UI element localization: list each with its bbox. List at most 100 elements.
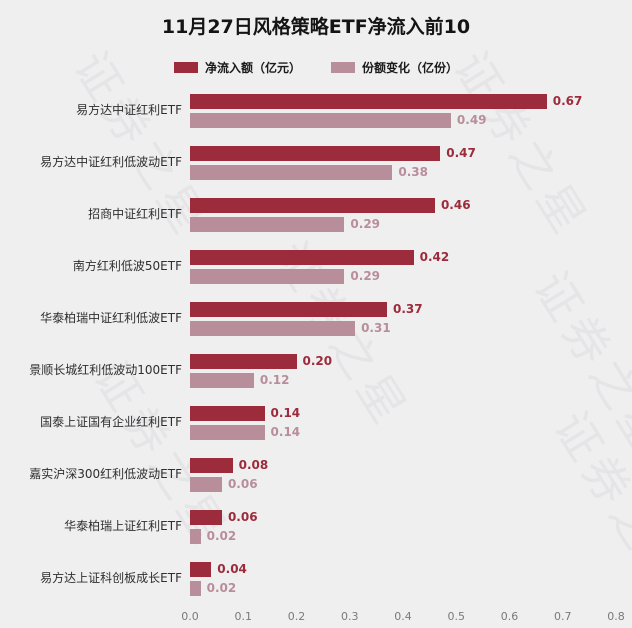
value-label: 0.06 [227, 477, 258, 491]
category-label: 景顺长城红利低波动100ETF [29, 362, 182, 377]
share-change-bar[interactable] [190, 424, 265, 440]
chart-row: 国泰上证国有企业红利ETF 0.14 0.14 [0, 402, 616, 443]
chart-row: 易方达中证红利低波动ETF 0.47 0.38 [0, 142, 616, 183]
value-label: 0.04 [217, 562, 247, 576]
value-label: 0.38 [398, 165, 428, 179]
x-axis-tick-label: 0.0 [181, 610, 199, 623]
bar-group: 0.06 0.02 [190, 506, 616, 547]
value-label: 0.47 [446, 146, 476, 160]
chart-row: 华泰柏瑞上证红利ETF 0.06 0.02 [0, 506, 616, 547]
share-change-bar[interactable] [190, 476, 222, 492]
x-axis-tick-label: 0.5 [447, 610, 466, 623]
net-inflow-bar[interactable] [190, 405, 265, 421]
value-label: 0.14 [270, 425, 301, 439]
bar-line: 0.31 [190, 320, 616, 336]
net-inflow-bar[interactable] [190, 353, 297, 369]
bar-line: 0.14 [190, 405, 616, 421]
share-change-bar[interactable] [190, 216, 345, 232]
chart-row: 嘉实沪深300红利低波动ETF 0.08 0.06 [0, 454, 616, 495]
chart-page: { "title": "11月27日风格策略ETF净流入前10", "water… [0, 16, 632, 623]
x-axis: 0.0 0.1 0.2 0.3 0.4 0.5 0.6 0.7 0.8 [181, 610, 625, 628]
net-inflow-bar[interactable] [190, 457, 233, 473]
net-inflow-bar[interactable] [190, 197, 435, 213]
bar-group: 0.46 0.29 [190, 194, 616, 235]
chart-row: 景顺长城红利低波动100ETF 0.20 0.12 [0, 350, 616, 391]
bar-group: 0.42 0.29 [190, 246, 616, 287]
share-change-bar[interactable] [190, 320, 356, 336]
net-inflow-bar[interactable] [190, 145, 441, 161]
value-label: 0.29 [350, 217, 381, 231]
legend-item[interactable]: 净流入额（亿元） [173, 59, 301, 76]
value-label: 0.46 [440, 198, 471, 212]
bar-line: 0.02 [190, 528, 616, 544]
net-inflow-bar[interactable] [190, 509, 222, 525]
legend-label: 净流入额（亿元） [204, 61, 301, 75]
value-label: 0.37 [393, 302, 423, 316]
share-change-bar[interactable] [190, 580, 201, 596]
bar-chart: 易方达中证红利ETF 0.67 0.49 易方达中证红利低波动ETF 0.47 0.38 招… [0, 90, 632, 599]
bar-group: 0.47 0.38 [190, 142, 616, 183]
x-axis-tick-label: 0.8 [607, 610, 625, 623]
bar-line: 0.29 [190, 268, 616, 284]
bar-line: 0.08 [190, 457, 616, 473]
bar-line: 0.04 [190, 561, 616, 577]
value-label: 0.20 [302, 354, 333, 368]
category-label: 易方达中证红利ETF [76, 102, 182, 117]
x-axis-tick-label: 0.3 [341, 610, 359, 623]
x-axis-tick-label: 0.1 [234, 610, 253, 623]
chart-row: 易方达上证科创板成长ETF 0.04 0.02 [0, 558, 616, 599]
chart-row: 易方达中证红利ETF 0.67 0.49 [0, 90, 616, 131]
value-label: 0.67 [552, 94, 583, 108]
share-change-bar[interactable] [190, 372, 254, 388]
bar-line: 0.29 [190, 216, 616, 232]
category-label: 易方达上证科创板成长ETF [40, 570, 182, 585]
value-label: 0.06 [227, 510, 258, 524]
share-change-bar[interactable] [190, 164, 393, 180]
category-label: 国泰上证国有企业红利ETF [40, 414, 182, 429]
value-label: 0.31 [361, 321, 391, 335]
bar-group: 0.37 0.31 [190, 298, 616, 339]
value-label: 0.02 [206, 529, 237, 543]
share-change-bar[interactable] [190, 112, 451, 128]
category-label: 招商中证红利ETF [88, 206, 182, 221]
net-inflow-bar[interactable] [190, 249, 414, 265]
bar-group: 0.67 0.49 [190, 90, 616, 131]
value-label: 0.29 [350, 269, 381, 283]
bar-line: 0.20 [190, 353, 616, 369]
bar-group: 0.14 0.14 [190, 402, 616, 443]
x-axis-tick-label: 0.7 [554, 610, 572, 623]
chart-row: 招商中证红利ETF 0.46 0.29 [0, 194, 616, 235]
bar-group: 0.08 0.06 [190, 454, 616, 495]
bar-line: 0.38 [190, 164, 616, 180]
share-change-bar[interactable] [190, 268, 345, 284]
net-inflow-bar[interactable] [190, 93, 547, 109]
legend-item[interactable]: 份额变化（亿份） [331, 59, 458, 76]
bar-line: 0.46 [190, 197, 616, 213]
bar-line: 0.49 [190, 112, 616, 128]
x-axis-tick-label: 0.2 [287, 610, 306, 623]
legend-label: 份额变化（亿份） [362, 61, 459, 75]
value-label: 0.02 [206, 581, 237, 595]
net-inflow-bar[interactable] [190, 301, 388, 317]
bar-line: 0.14 [190, 424, 616, 440]
category-label: 嘉实沪深300红利低波动ETF [29, 466, 182, 481]
value-label: 0.49 [456, 113, 487, 127]
chart-title: 11月27日风格策略ETF净流入前10 [161, 16, 471, 38]
value-label: 0.42 [419, 250, 450, 264]
bar-line: 0.42 [190, 249, 616, 265]
share-change-bar[interactable] [190, 528, 201, 544]
category-label: 南方红利低波50ETF [72, 258, 182, 273]
bar-line: 0.67 [190, 93, 616, 109]
legend-swatch-icon [173, 62, 198, 73]
category-label: 华泰柏瑞中证红利低波ETF [40, 310, 182, 325]
value-label: 0.14 [270, 406, 301, 420]
category-label: 华泰柏瑞上证红利ETF [64, 518, 182, 533]
x-axis-tick-label: 0.4 [394, 610, 412, 623]
net-inflow-bar[interactable] [190, 561, 212, 577]
value-label: 0.08 [238, 458, 269, 472]
bar-line: 0.37 [190, 301, 616, 317]
value-label: 0.12 [259, 373, 290, 387]
category-label: 易方达中证红利低波动ETF [40, 154, 182, 169]
bar-group: 0.20 0.12 [190, 350, 616, 391]
legend-swatch-icon [331, 62, 355, 73]
